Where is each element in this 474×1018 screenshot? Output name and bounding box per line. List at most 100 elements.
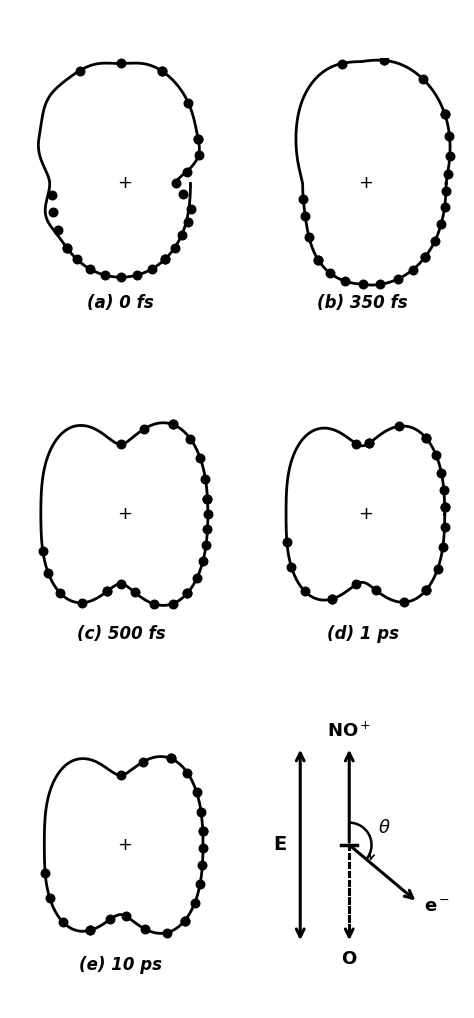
Point [337,55,345,71]
Text: +: + [359,174,374,192]
Point [377,276,384,292]
Point [441,499,448,515]
Point [381,52,388,68]
Point [50,205,57,221]
Point [117,575,125,591]
Point [167,750,174,767]
Point [446,148,454,164]
Point [122,908,130,924]
Point [101,267,109,283]
Point [197,450,204,466]
Point [194,130,202,147]
Text: e$^-$: e$^-$ [424,898,450,915]
Point [76,62,83,78]
Point [117,269,125,285]
Point [422,582,430,599]
Point [419,71,427,88]
Point [183,585,191,602]
Point [288,559,295,575]
Point [434,561,441,577]
Point [141,921,149,938]
Point [41,864,49,881]
Point [372,582,380,599]
Point [439,540,447,556]
Point [438,465,445,482]
Point [365,436,373,452]
Point [444,166,451,182]
Point [86,922,93,939]
Text: (e) 10 ps: (e) 10 ps [79,956,163,973]
Point [432,447,440,463]
Text: (c) 500 fs: (c) 500 fs [77,625,165,642]
Point [440,483,447,499]
Text: +: + [117,174,132,192]
Point [441,106,449,122]
Point [191,895,199,911]
Text: NO$^+$: NO$^+$ [327,722,371,741]
Text: E: E [273,836,287,854]
Point [140,421,147,438]
Point [39,543,46,559]
Point [204,491,211,507]
Point [117,55,125,71]
Point [63,239,71,256]
Text: +: + [359,505,374,523]
Point [188,201,195,217]
Point [353,576,360,592]
Point [421,249,428,266]
Point [103,583,111,600]
Point [54,222,62,238]
Point [301,583,309,600]
Point [431,233,438,249]
Point [438,216,445,232]
Point [283,533,291,550]
Text: +: + [117,505,132,523]
Point [314,251,322,268]
Point [300,191,307,208]
Point [186,431,194,447]
Point [148,261,156,277]
Point [63,239,71,256]
Point [199,857,206,873]
Point [169,416,176,433]
Point [178,226,186,242]
Point [328,590,336,607]
Point [169,596,176,612]
Text: (b) 350 fs: (b) 350 fs [317,294,408,312]
Point [199,823,207,839]
Point [326,265,334,281]
Point [56,585,64,602]
Point [381,52,388,68]
Point [86,261,93,277]
Point [199,840,207,856]
Point [359,276,366,292]
Point [183,585,191,602]
Point [204,506,212,522]
Point [131,584,138,601]
Point [204,491,211,507]
Point [171,239,179,256]
Point [409,262,416,278]
Point [181,913,188,929]
Point [442,182,450,199]
Point [201,471,209,488]
Point [150,596,157,612]
Point [441,106,449,122]
Point [117,437,125,453]
Point [46,890,54,906]
Point [161,251,169,268]
Point [193,784,201,800]
Text: +: + [117,836,132,854]
Point [183,765,191,781]
Point [395,418,403,435]
Point [117,768,125,784]
Point [204,521,211,538]
Point [193,570,201,586]
Point [183,164,191,180]
Point [180,186,187,203]
Point [195,147,202,163]
Point [301,209,309,225]
Point [441,199,448,215]
Point [305,229,313,245]
Point [446,127,453,144]
